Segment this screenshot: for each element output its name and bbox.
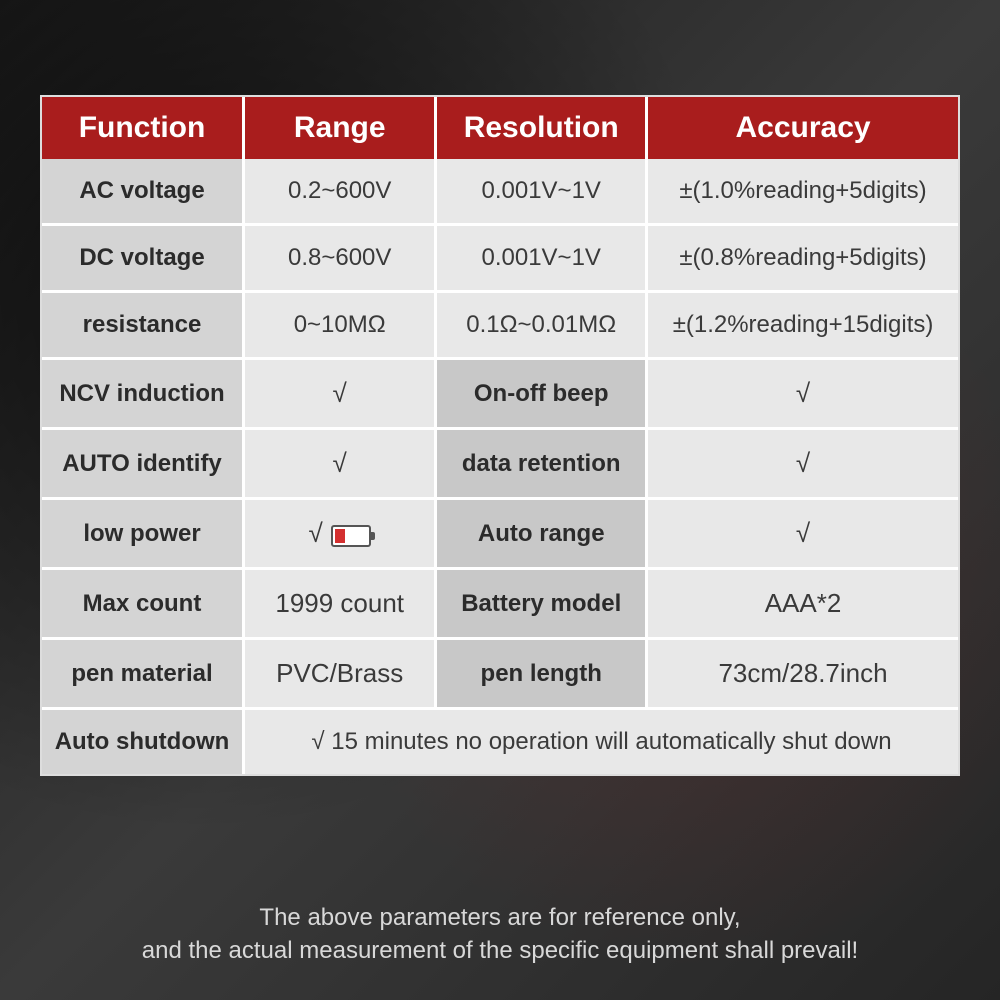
row-value: 1999 count bbox=[244, 569, 436, 639]
row-resolution: 0.1Ω~0.01MΩ bbox=[436, 292, 647, 359]
table-row: AC voltage0.2~600V0.001V~1V±(1.0%reading… bbox=[42, 159, 958, 225]
table-row: low power√Auto range√ bbox=[42, 499, 958, 569]
header-range: Range bbox=[244, 97, 436, 159]
row-value: PVC/Brass bbox=[244, 639, 436, 709]
table-row: DC voltage0.8~600V0.001V~1V±(0.8%reading… bbox=[42, 225, 958, 292]
row-value: √ bbox=[244, 499, 436, 569]
row-value-2: 73cm/28.7inch bbox=[647, 639, 958, 709]
row-value-2: √ bbox=[647, 429, 958, 499]
row-accuracy: ±(1.2%reading+15digits) bbox=[647, 292, 958, 359]
table-row: Max count1999 countBattery modelAAA*2 bbox=[42, 569, 958, 639]
table-header-row: Function Range Resolution Accuracy bbox=[42, 97, 958, 159]
table-row: pen materialPVC/Brasspen length73cm/28.7… bbox=[42, 639, 958, 709]
row-label: Auto shutdown bbox=[42, 709, 244, 775]
header-resolution: Resolution bbox=[436, 97, 647, 159]
row-label: resistance bbox=[42, 292, 244, 359]
row-value: √ bbox=[244, 359, 436, 429]
row-accuracy: ±(1.0%reading+5digits) bbox=[647, 159, 958, 225]
spec-table-container: Function Range Resolution Accuracy AC vo… bbox=[40, 95, 960, 776]
row-label: Max count bbox=[42, 569, 244, 639]
row-resolution: 0.001V~1V bbox=[436, 159, 647, 225]
row-label: pen material bbox=[42, 639, 244, 709]
row-label-2: data retention bbox=[436, 429, 647, 499]
row-label: AUTO identify bbox=[42, 429, 244, 499]
row-label: AC voltage bbox=[42, 159, 244, 225]
row-label-2: On-off beep bbox=[436, 359, 647, 429]
row-label: low power bbox=[42, 499, 244, 569]
row-range: 0~10MΩ bbox=[244, 292, 436, 359]
disclaimer-text: The above parameters are for reference o… bbox=[0, 901, 1000, 968]
row-label-2: Battery model bbox=[436, 569, 647, 639]
row-value-span: √ 15 minutes no operation will automatic… bbox=[244, 709, 958, 775]
disclaimer-line2: and the actual measurement of the specif… bbox=[142, 937, 858, 964]
table-row-final: Auto shutdown√ 15 minutes no operation w… bbox=[42, 709, 958, 775]
header-function: Function bbox=[42, 97, 244, 159]
row-value-2: AAA*2 bbox=[647, 569, 958, 639]
header-accuracy: Accuracy bbox=[647, 97, 958, 159]
row-label: NCV induction bbox=[42, 359, 244, 429]
spec-table: Function Range Resolution Accuracy AC vo… bbox=[42, 97, 958, 774]
table-row: resistance0~10MΩ0.1Ω~0.01MΩ±(1.2%reading… bbox=[42, 292, 958, 359]
table-row: AUTO identify√data retention√ bbox=[42, 429, 958, 499]
row-range: 0.2~600V bbox=[244, 159, 436, 225]
row-range: 0.8~600V bbox=[244, 225, 436, 292]
table-row: NCV induction√On-off beep√ bbox=[42, 359, 958, 429]
row-value-2: √ bbox=[647, 359, 958, 429]
row-resolution: 0.001V~1V bbox=[436, 225, 647, 292]
row-accuracy: ±(0.8%reading+5digits) bbox=[647, 225, 958, 292]
battery-icon bbox=[331, 525, 371, 547]
disclaimer-line1: The above parameters are for reference o… bbox=[259, 904, 740, 931]
row-label-2: Auto range bbox=[436, 499, 647, 569]
row-value: √ bbox=[244, 429, 436, 499]
row-label: DC voltage bbox=[42, 225, 244, 292]
row-value-2: √ bbox=[647, 499, 958, 569]
row-label-2: pen length bbox=[436, 639, 647, 709]
